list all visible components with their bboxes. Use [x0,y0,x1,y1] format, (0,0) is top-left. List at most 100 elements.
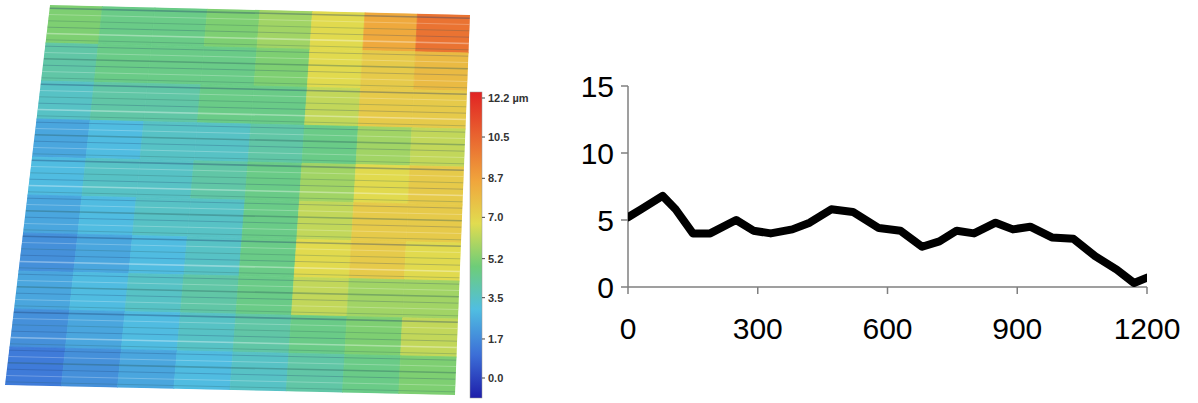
surface-cell [345,317,403,356]
surface-cell [236,276,294,315]
groove [28,192,463,202]
surface-cell [10,309,70,348]
colorbar-tick [482,338,485,339]
groove [43,65,468,75]
surface-cell [412,90,467,129]
surface-cell [401,318,458,357]
surface-cell [74,234,133,273]
groove [12,325,457,335]
groove [15,300,458,310]
x-tick [627,287,629,294]
surface-cell [184,237,242,276]
colorbar-label: 7.0 [488,211,503,223]
surface-cell [19,233,78,272]
surface-cell [305,87,361,126]
surface-cell [187,199,245,238]
surface-map [5,5,470,395]
x-tick-label: 1200 [1114,312,1181,345]
colorbar-label: 12.2 µm [488,92,529,104]
groove [17,287,459,297]
surface-cell [46,5,103,44]
colorbar-tick [482,258,485,259]
surface-cell [233,314,292,353]
surface-cell [251,86,307,125]
groove [5,382,455,392]
surface-cell [406,204,462,243]
colorbar-label: 10.5 [488,131,509,143]
surface-cell [90,82,147,121]
surface-cell [94,44,151,83]
groove [37,116,466,126]
groove [36,122,465,132]
surface-cell [289,315,347,354]
x-tick-label: 0 [620,312,637,345]
surface-cells [5,5,470,395]
y-tick [621,286,628,288]
x-tick-label: 300 [733,312,783,345]
surface-cell [41,43,98,82]
groove [40,91,467,101]
colorbar-label: 1.7 [488,333,503,345]
y-tick [621,219,628,221]
surface-cell [78,196,137,235]
surface-cell [404,242,461,281]
y-tick-label: 0 [597,271,614,304]
groove [21,249,460,259]
colorbar-tick [482,217,485,218]
y-tick-label: 15 [581,70,614,103]
groove [32,160,464,170]
colorbar [470,92,482,398]
groove [10,344,457,354]
colorbar-tick [482,178,485,179]
surface-cell [197,85,254,124]
surface-cell [82,158,140,197]
surface-cell [408,166,464,205]
surface-cell [118,350,178,389]
surface-cell [403,280,460,319]
surface-cell [32,119,90,158]
x-tick [1017,287,1019,294]
surface-cell [194,123,251,162]
groove [11,338,457,348]
surface-cell [230,352,289,391]
surface-cell [23,195,82,234]
surface-cell [129,236,188,275]
surface-cell [294,239,351,278]
surface-cell [239,238,297,277]
groove [22,243,461,253]
colorbar-label: 8.7 [488,172,503,184]
y-tick [621,152,628,154]
surface-cell [98,6,155,45]
x-tick [757,287,759,294]
surface-cell [410,128,466,167]
colorbar-tick [482,98,485,99]
surface-cell [61,348,121,387]
y-tick [621,85,628,87]
colorbar-tick [482,297,485,298]
surface-cell [37,81,95,120]
colorbar-label: 0.0 [488,372,503,384]
surface-cell [121,312,180,351]
groove [25,217,462,227]
surface-cell [352,203,409,242]
surface-cell [416,14,470,53]
surface-cell [140,122,197,161]
groove [9,350,456,360]
x-tick [887,287,889,294]
surface-cell [257,10,313,49]
groove [14,312,458,322]
groove [45,46,468,56]
groove [48,21,469,31]
groove [30,173,463,183]
surface-cell [174,351,233,390]
surface-cell [201,47,257,86]
groove [18,274,459,284]
groove [27,198,462,208]
surface-cell [14,271,74,310]
groove [33,148,464,158]
surface-cell [70,272,129,311]
surface-texture [5,8,470,392]
surface-cell [133,198,191,237]
groove [35,135,465,145]
surface-cell [248,124,305,163]
